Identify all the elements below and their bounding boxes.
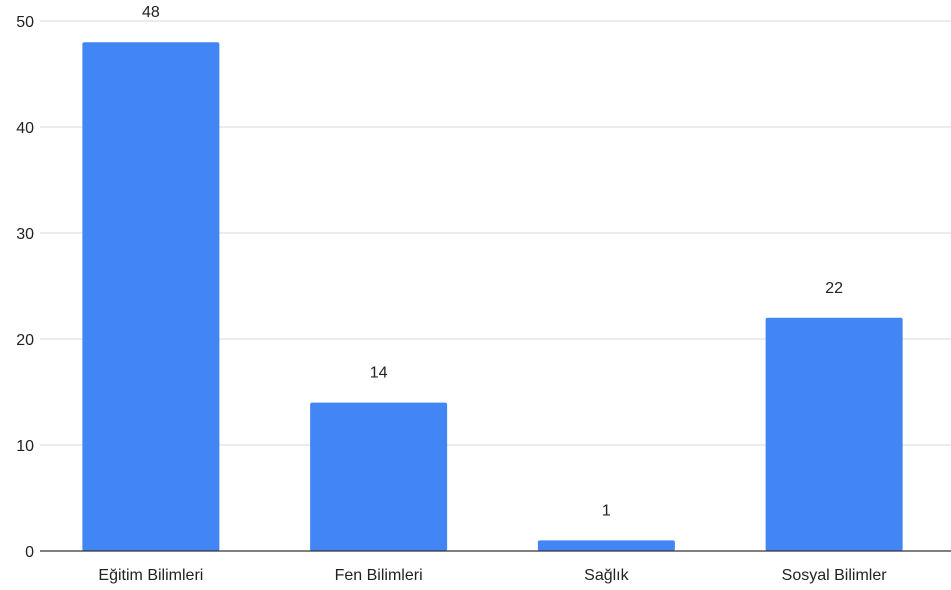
- x-category-label: Sosyal Bilimler: [782, 567, 888, 584]
- data-label: 1: [602, 502, 611, 519]
- data-label: 14: [370, 365, 388, 382]
- bar: [765, 317, 903, 551]
- x-category-label: Fen Bilimleri: [335, 567, 423, 584]
- x-category-label: Eğitim Bilimleri: [98, 567, 203, 584]
- y-axis-ticks: 0 10 20 30 40 50: [16, 14, 34, 561]
- x-axis-labels: Eğitim Bilimleri Fen Bilimleri Sağlık Sosya…: [98, 567, 887, 584]
- x-category-label: Sağlık: [584, 567, 629, 584]
- bar: [537, 540, 675, 551]
- y-tick-label: 40: [16, 120, 34, 137]
- bars: [82, 42, 903, 551]
- y-tick-label: 50: [16, 14, 34, 31]
- bar: [82, 42, 220, 551]
- data-label: 22: [825, 280, 843, 297]
- data-label: 48: [142, 4, 160, 21]
- data-labels: 48 14 1 22: [142, 4, 843, 519]
- bar: [310, 402, 448, 551]
- y-tick-label: 20: [16, 332, 34, 349]
- y-tick-label: 0: [25, 544, 34, 561]
- y-tick-label: 30: [16, 226, 34, 243]
- y-tick-label: 10: [16, 438, 34, 455]
